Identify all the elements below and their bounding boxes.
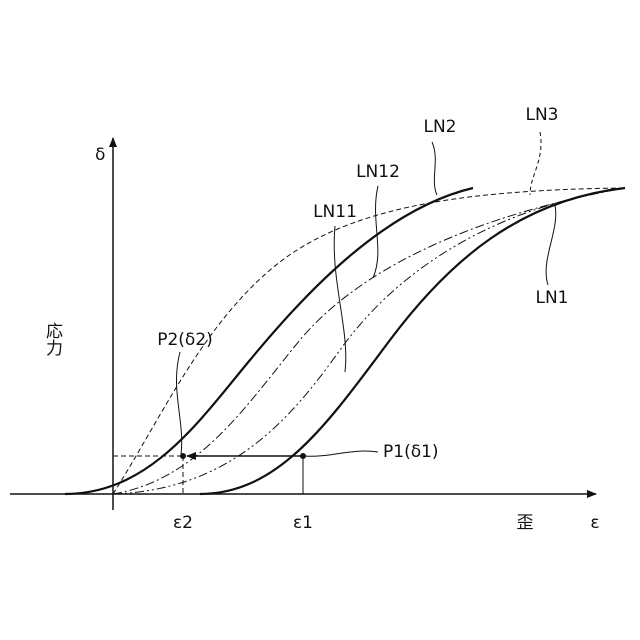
- leader: [530, 132, 541, 195]
- curve-label: LN2: [423, 117, 456, 137]
- x-symbol: ε: [590, 513, 599, 533]
- x-name: 歪: [517, 513, 534, 533]
- strain-label: ε2: [173, 513, 193, 533]
- point-p1: [300, 453, 306, 459]
- curve-label: LN3: [525, 105, 558, 125]
- curve-label: LN1: [535, 288, 568, 308]
- leader: [373, 186, 378, 278]
- leader: [432, 142, 437, 195]
- leader: [546, 205, 556, 285]
- point-label: P2(δ2): [157, 330, 213, 350]
- y-symbol: δ: [95, 145, 105, 165]
- curve-label: LN12: [356, 162, 400, 182]
- strain-label: ε1: [293, 513, 313, 533]
- diagram: δ 応力 歪 ε LN2 LN3 LN12 LN11 LN1 P2(δ2) P1…: [0, 0, 640, 640]
- leader: [305, 451, 378, 456]
- leader: [334, 226, 346, 372]
- point-label: P1(δ1): [383, 442, 439, 462]
- y-name: 応力: [42, 322, 63, 356]
- point-p2: [180, 453, 186, 459]
- curve-label: LN11: [313, 202, 357, 222]
